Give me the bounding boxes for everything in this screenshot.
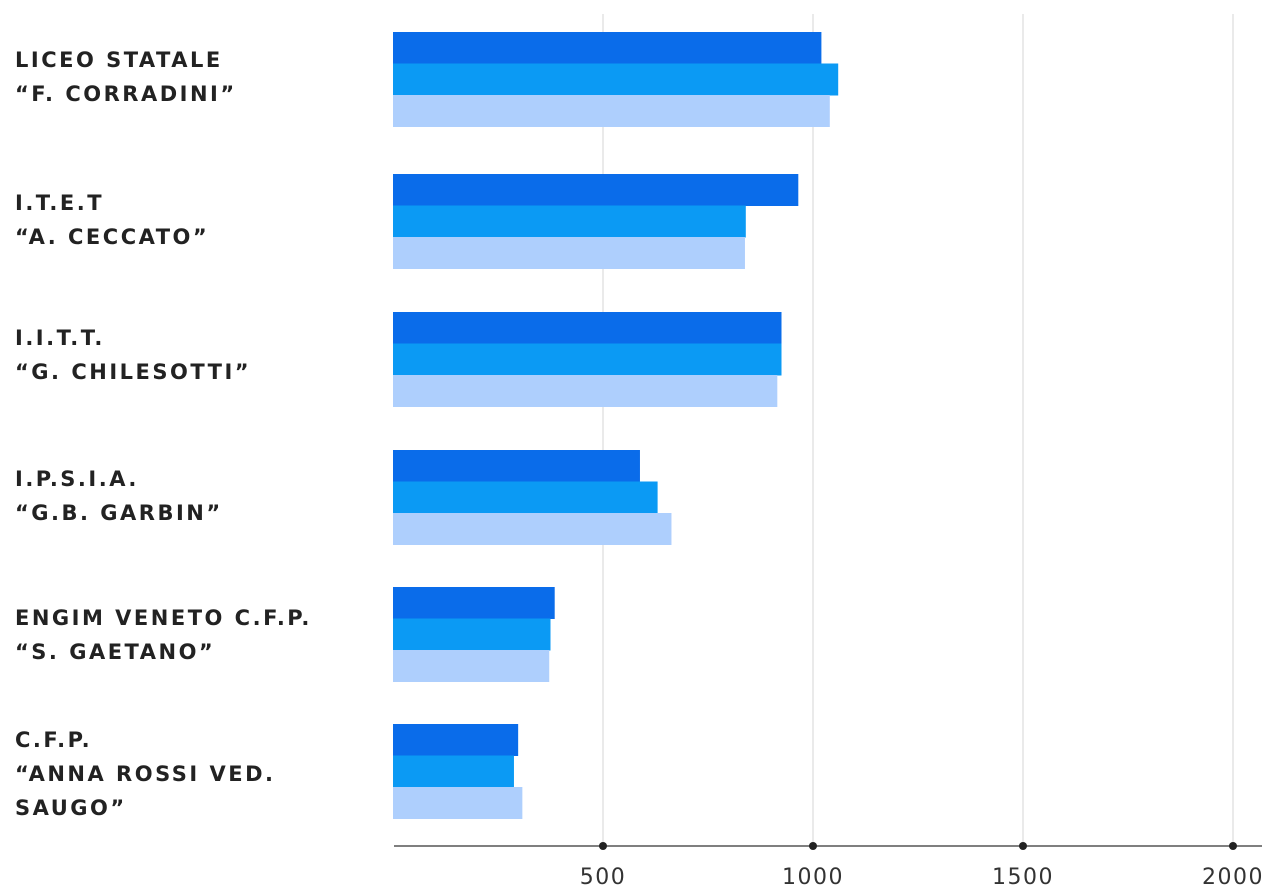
- bar-series2-cat2: [393, 205, 746, 238]
- tick-mark-1500: [1019, 842, 1027, 850]
- x-tick-label: 1000: [782, 865, 844, 890]
- bar-series3-cat1: [393, 95, 830, 127]
- category-label: LICEO STATALE “F. CORRADINI”: [15, 48, 237, 106]
- bar-series2-cat4: [393, 481, 658, 514]
- x-tick-label: 2000: [1202, 865, 1262, 890]
- tick-mark-1000: [809, 842, 817, 850]
- bar-series1-cat1: [393, 32, 822, 64]
- category-label: ENGIM VENETO C.F.P. “S. GAETANO”: [15, 606, 312, 664]
- bar-series2-cat1: [393, 63, 839, 96]
- bar-series3-cat5: [393, 650, 550, 682]
- gridlines: [602, 14, 1234, 846]
- category-label: I.T.E.T “A. CECCATO”: [15, 191, 210, 249]
- bar-series1-cat5: [393, 587, 555, 619]
- bars: [393, 32, 839, 819]
- bar-series3-cat2: [393, 237, 745, 269]
- bar-series1-cat3: [393, 312, 782, 344]
- category-label: C.F.P. “ANNA ROSSI VED. SAUGO”: [15, 728, 276, 820]
- bar-series1-cat4: [393, 450, 640, 482]
- bar-series2-cat6: [393, 755, 514, 788]
- tick-mark-2000: [1229, 842, 1237, 850]
- bar-series3-cat4: [393, 513, 672, 545]
- bar-series3-cat6: [393, 787, 523, 819]
- category-label: I.P.S.I.A. “G.B. GARBIN”: [15, 467, 223, 525]
- bar-series1-cat6: [393, 724, 519, 756]
- bar-series2-cat5: [393, 618, 551, 651]
- bar-series1-cat2: [393, 174, 799, 206]
- x-tick-label: 500: [580, 865, 627, 890]
- x-axis-ticks: 500 1000 1500 2000: [580, 842, 1262, 890]
- x-tick-label: 1500: [992, 865, 1054, 890]
- bar-series2-cat3: [393, 343, 782, 376]
- tick-mark-500: [599, 842, 607, 850]
- category-label: I.I.T.T. “G. CHILESOTTI”: [15, 326, 252, 384]
- bar-series3-cat3: [393, 375, 778, 407]
